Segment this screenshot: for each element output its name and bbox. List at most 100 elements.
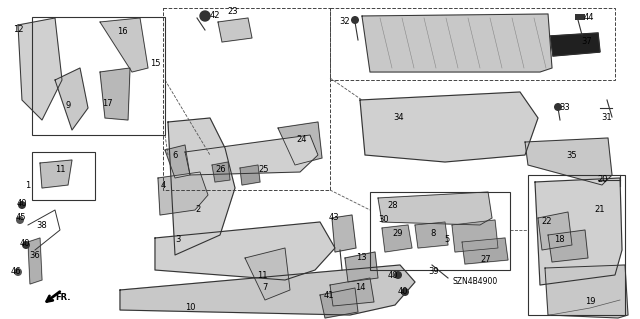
Text: 38: 38 [36,220,47,229]
Text: 12: 12 [13,26,23,34]
Polygon shape [28,238,42,284]
Polygon shape [168,118,235,255]
Polygon shape [240,165,260,185]
Bar [32,17,165,135]
Text: 35: 35 [566,151,577,160]
Polygon shape [382,225,412,252]
Text: FR.: FR. [55,293,70,302]
Text: 30: 30 [379,216,389,225]
Text: 29: 29 [393,229,403,239]
Text: 7: 7 [262,284,268,293]
Polygon shape [545,265,628,318]
Circle shape [394,271,402,279]
Polygon shape [330,278,374,306]
Circle shape [16,216,24,224]
Polygon shape [120,265,415,315]
Polygon shape [40,160,72,188]
Text: 20: 20 [598,175,608,184]
Text: 11: 11 [55,166,65,174]
Text: 34: 34 [394,113,404,122]
Circle shape [14,268,22,276]
Text: 31: 31 [602,114,612,122]
Polygon shape [218,18,252,42]
Polygon shape [548,230,588,262]
Bar [370,192,510,270]
Text: 39: 39 [429,268,439,277]
Text: 14: 14 [355,284,365,293]
Polygon shape [245,248,290,300]
Text: 40: 40 [17,198,28,207]
Text: 3: 3 [175,235,180,244]
Text: 25: 25 [259,166,269,174]
Polygon shape [362,14,552,72]
Polygon shape [212,162,230,182]
Text: 15: 15 [150,58,160,68]
Text: 27: 27 [481,256,492,264]
Text: 2: 2 [195,205,200,214]
Text: 42: 42 [210,11,220,19]
Polygon shape [155,222,335,280]
Polygon shape [452,220,498,252]
Text: 40: 40 [20,239,30,248]
Text: 21: 21 [595,205,605,214]
Text: 36: 36 [29,251,40,261]
Polygon shape [18,18,62,120]
Text: 40: 40 [388,271,398,279]
Polygon shape [332,215,356,252]
Text: 22: 22 [541,218,552,226]
Text: 1: 1 [26,181,31,189]
Text: 10: 10 [185,303,195,313]
Text: 8: 8 [430,229,436,239]
Bar [32,152,95,200]
Text: 40: 40 [397,286,408,295]
Bar [330,8,615,80]
Polygon shape [320,288,358,318]
Text: 19: 19 [585,298,595,307]
Polygon shape [415,222,448,248]
Text: 44: 44 [584,13,595,23]
Polygon shape [462,238,508,264]
Text: 33: 33 [559,103,570,113]
Bar [575,14,585,20]
Text: 11: 11 [257,271,268,279]
Circle shape [22,241,30,249]
Text: 45: 45 [16,213,26,222]
Circle shape [18,201,26,209]
Text: SZN4B4900: SZN4B4900 [452,278,498,286]
Bar [163,8,330,190]
Polygon shape [165,145,190,178]
Text: 32: 32 [340,18,350,26]
Text: 6: 6 [172,151,178,160]
Text: 24: 24 [297,136,307,145]
Text: 37: 37 [582,38,593,47]
Polygon shape [278,122,322,165]
Polygon shape [100,68,130,120]
Text: 43: 43 [329,213,339,222]
Circle shape [401,288,409,296]
Text: 18: 18 [554,235,564,244]
Circle shape [351,16,359,24]
Text: 5: 5 [444,235,450,244]
Polygon shape [55,68,88,130]
Text: 41: 41 [324,292,334,300]
Polygon shape [535,178,622,285]
Text: 17: 17 [102,99,112,108]
Text: 23: 23 [228,8,238,17]
Circle shape [200,11,210,21]
Polygon shape [100,18,148,72]
Polygon shape [378,192,492,225]
Polygon shape [158,172,208,215]
Text: 16: 16 [116,27,127,36]
Polygon shape [185,135,318,175]
Polygon shape [360,92,538,162]
Polygon shape [525,138,612,185]
Polygon shape [538,212,572,250]
Text: 13: 13 [356,254,366,263]
Text: 28: 28 [388,201,398,210]
Text: 9: 9 [65,100,70,109]
Text: 46: 46 [11,268,21,277]
Bar [528,175,625,315]
Polygon shape [550,33,600,56]
Text: 4: 4 [161,181,166,189]
Polygon shape [345,252,378,282]
